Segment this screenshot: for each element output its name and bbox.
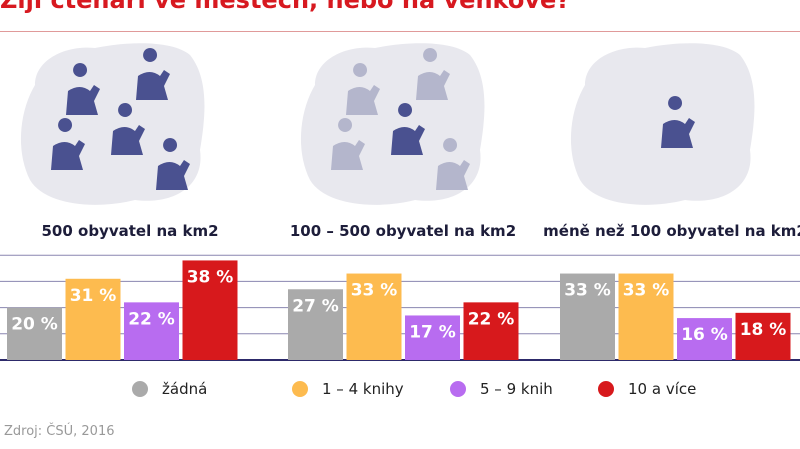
source-note: Zdroj: ČSÚ, 2016 bbox=[4, 424, 115, 439]
reading-person-icon bbox=[661, 96, 695, 148]
data-label: 17 % bbox=[409, 322, 456, 342]
legend-item: 1 – 4 knihy bbox=[292, 380, 404, 398]
bar bbox=[405, 315, 460, 360]
bar bbox=[618, 273, 674, 360]
legend-label: 1 – 4 knihy bbox=[322, 380, 404, 398]
data-label: 20 % bbox=[11, 315, 58, 335]
title-divider bbox=[0, 31, 800, 32]
bar bbox=[288, 289, 343, 360]
data-label: 16 % bbox=[681, 325, 728, 345]
legend-swatch bbox=[292, 381, 308, 397]
bar bbox=[124, 302, 179, 360]
legend-label: 10 a více bbox=[628, 380, 697, 398]
data-label: 27 % bbox=[292, 296, 339, 316]
data-label: 33 % bbox=[623, 281, 670, 301]
bar bbox=[463, 302, 519, 360]
bar bbox=[65, 278, 121, 360]
legend-swatch bbox=[598, 381, 614, 397]
reading-person-icon bbox=[156, 138, 190, 190]
reading-person-icon bbox=[346, 63, 380, 115]
reading-person-icon bbox=[51, 118, 85, 170]
bar bbox=[735, 312, 791, 360]
legend-item: žádná bbox=[132, 380, 207, 398]
group-label: 500 obyvatel na km2 bbox=[41, 222, 219, 240]
reading-person-icon bbox=[391, 103, 425, 155]
reading-person-icon bbox=[331, 118, 365, 170]
chart-title: Žijí čtenáři ve městech, nebo na venkově… bbox=[0, 0, 571, 14]
data-label: 31 % bbox=[70, 286, 117, 306]
reading-person-icon bbox=[66, 63, 100, 115]
blob-background bbox=[570, 43, 755, 205]
reading-person-icon bbox=[436, 138, 470, 190]
legend-label: žádná bbox=[162, 380, 208, 398]
reading-person-icon bbox=[416, 48, 450, 100]
data-label: 38 % bbox=[187, 267, 234, 287]
legend-item: 10 a více bbox=[598, 380, 696, 398]
bar bbox=[677, 318, 732, 360]
data-label: 33 % bbox=[564, 281, 611, 301]
bar bbox=[182, 260, 238, 360]
data-label: 18 % bbox=[740, 320, 787, 340]
reading-person-icon bbox=[136, 48, 170, 100]
group-label: méně než 100 obyvatel na km2 bbox=[543, 222, 800, 240]
legend-swatch bbox=[450, 381, 466, 397]
data-label: 33 % bbox=[351, 281, 398, 301]
data-label: 22 % bbox=[468, 309, 515, 329]
bar bbox=[346, 273, 402, 360]
legend-item: 5 – 9 knih bbox=[450, 380, 553, 398]
reading-person-icon bbox=[111, 103, 145, 155]
legend-swatch bbox=[132, 381, 148, 397]
bar bbox=[7, 307, 62, 360]
legend-label: 5 – 9 knih bbox=[480, 380, 553, 398]
data-label: 22 % bbox=[128, 309, 175, 329]
group-label: 100 – 500 obyvatel na km2 bbox=[289, 222, 517, 240]
bar bbox=[560, 273, 615, 360]
